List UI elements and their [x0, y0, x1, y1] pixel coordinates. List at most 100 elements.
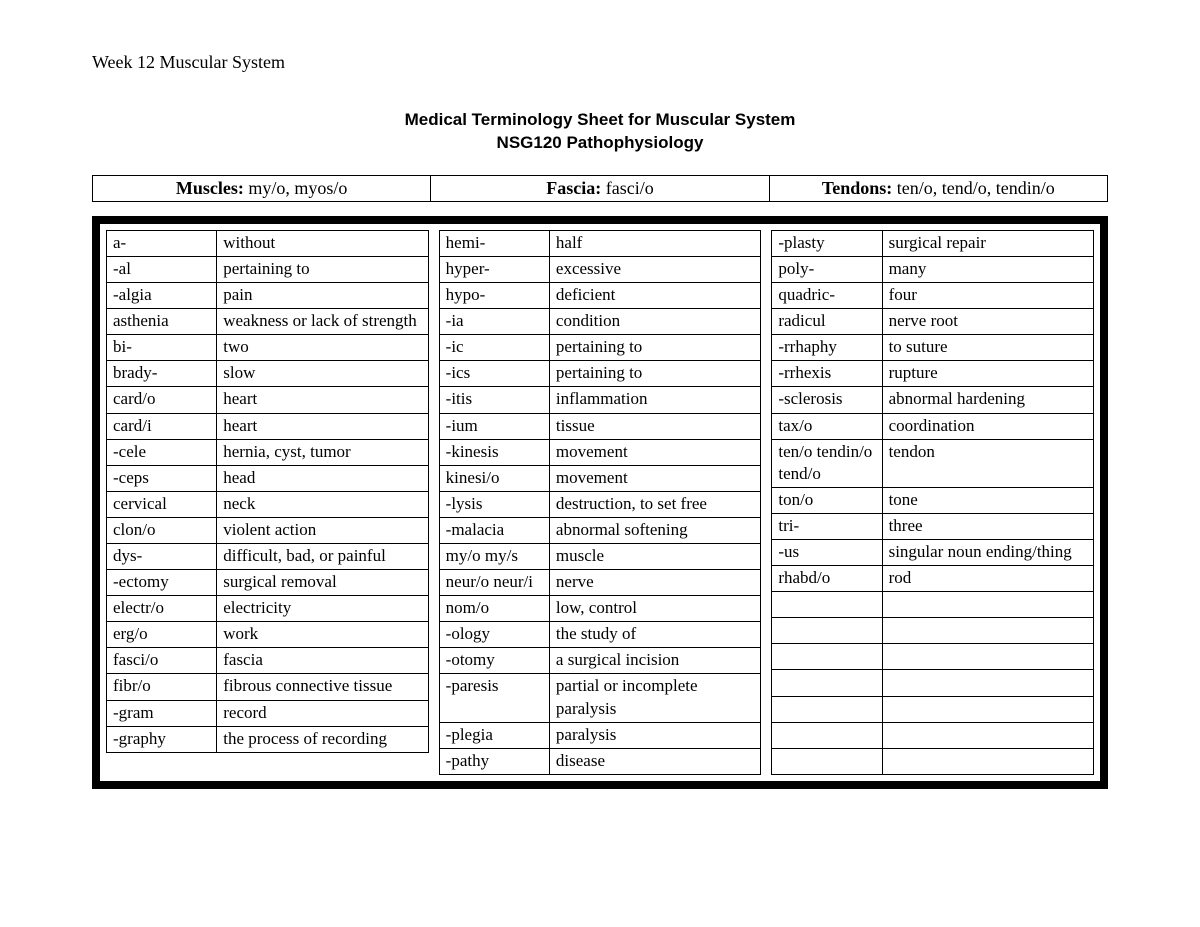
term-cell: -ium: [439, 413, 549, 439]
term-cell: card/o: [107, 387, 217, 413]
table-row: brady-slow: [107, 361, 429, 387]
table-row: radiculnerve root: [772, 309, 1094, 335]
term-cell: kinesi/o: [439, 465, 549, 491]
table-row: -icspertaining to: [439, 361, 761, 387]
table-row: clon/oviolent action: [107, 517, 429, 543]
definition-cell: many: [882, 256, 1093, 282]
table-row: [772, 722, 1094, 748]
term-cell: poly-: [772, 256, 882, 282]
term-cell: -rrhexis: [772, 361, 882, 387]
term-cell: -pathy: [439, 748, 549, 774]
definition-cell: slow: [217, 361, 428, 387]
table-row: [772, 618, 1094, 644]
definition-cell: surgical repair: [882, 230, 1093, 256]
term-cell: my/o my/s: [439, 544, 549, 570]
definition-cell: heart: [217, 413, 428, 439]
table-row: -lysisdestruction, to set free: [439, 491, 761, 517]
table-row: -malaciaabnormal softening: [439, 517, 761, 543]
definition-cell: [882, 696, 1093, 722]
table-row: -algiapain: [107, 283, 429, 309]
term-cell: [772, 670, 882, 696]
term-cell: [772, 722, 882, 748]
table-row: -rrhexisrupture: [772, 361, 1094, 387]
term-cell: -sclerosis: [772, 387, 882, 413]
definition-cell: partial or incomplete paralysis: [549, 674, 760, 722]
table-row: neur/o neur/inerve: [439, 570, 761, 596]
term-cell: -algia: [107, 283, 217, 309]
definition-cell: [882, 644, 1093, 670]
table-row: hypo-deficient: [439, 283, 761, 309]
term-cell: [772, 748, 882, 774]
terminology-column-3: -plastysurgical repairpoly-manyquadric-f…: [771, 230, 1094, 775]
definition-cell: [882, 722, 1093, 748]
table-row: [772, 748, 1094, 774]
legend-value: my/o, myos/o: [248, 178, 347, 198]
term-cell: hypo-: [439, 283, 549, 309]
definition-cell: without: [217, 230, 428, 256]
term-cell: cervical: [107, 491, 217, 517]
table-row: -iumtissue: [439, 413, 761, 439]
term-cell: fasci/o: [107, 648, 217, 674]
definition-cell: electricity: [217, 596, 428, 622]
table-row: [772, 592, 1094, 618]
term-cell: tri-: [772, 513, 882, 539]
term-cell: asthenia: [107, 309, 217, 335]
table-row: -plastysurgical repair: [772, 230, 1094, 256]
term-cell: -kinesis: [439, 439, 549, 465]
table-row: hemi-half: [439, 230, 761, 256]
table-row: rhabd/orod: [772, 566, 1094, 592]
table-row: erg/owork: [107, 622, 429, 648]
term-cell: card/i: [107, 413, 217, 439]
definition-cell: rod: [882, 566, 1093, 592]
title-block: Medical Terminology Sheet for Muscular S…: [92, 109, 1108, 155]
terminology-columns: a-without-alpertaining to-algiapainasthe…: [106, 230, 1094, 775]
term-cell: -paresis: [439, 674, 549, 722]
legend-label: Tendons:: [822, 178, 892, 198]
term-cell: -ceps: [107, 465, 217, 491]
definition-cell: violent action: [217, 517, 428, 543]
table-row: -alpertaining to: [107, 256, 429, 282]
term-cell: -malacia: [439, 517, 549, 543]
legend-cell-muscles: Muscles: my/o, myos/o: [93, 175, 431, 201]
definition-cell: rupture: [882, 361, 1093, 387]
term-cell: [772, 618, 882, 644]
definition-cell: fascia: [217, 648, 428, 674]
table-row: -plegiaparalysis: [439, 722, 761, 748]
term-cell: hemi-: [439, 230, 549, 256]
table-row: -kinesismovement: [439, 439, 761, 465]
term-cell: [772, 696, 882, 722]
table-row: my/o my/smuscle: [439, 544, 761, 570]
definition-cell: [882, 670, 1093, 696]
table-row: ton/otone: [772, 487, 1094, 513]
legend-label: Fascia:: [546, 178, 601, 198]
table-row: fibr/ofibrous connective tissue: [107, 674, 429, 700]
definition-cell: deficient: [549, 283, 760, 309]
table-row: [772, 670, 1094, 696]
definition-cell: pain: [217, 283, 428, 309]
definition-cell: half: [549, 230, 760, 256]
definition-cell: abnormal hardening: [882, 387, 1093, 413]
term-cell: -ia: [439, 309, 549, 335]
table-row: a-without: [107, 230, 429, 256]
definition-cell: singular noun ending/thing: [882, 540, 1093, 566]
table-row: tri-three: [772, 513, 1094, 539]
term-cell: radicul: [772, 309, 882, 335]
term-cell: ton/o: [772, 487, 882, 513]
definition-cell: [882, 618, 1093, 644]
term-cell: a-: [107, 230, 217, 256]
term-cell: neur/o neur/i: [439, 570, 549, 596]
definition-cell: disease: [549, 748, 760, 774]
table-row: -celehernia, cyst, tumor: [107, 439, 429, 465]
definition-cell: pertaining to: [217, 256, 428, 282]
definition-cell: record: [217, 700, 428, 726]
definition-cell: movement: [549, 439, 760, 465]
term-cell: -plasty: [772, 230, 882, 256]
term-cell: clon/o: [107, 517, 217, 543]
term-cell: dys-: [107, 544, 217, 570]
table-row: -cepshead: [107, 465, 429, 491]
table-row: -ectomysurgical removal: [107, 570, 429, 596]
page-subtitle: NSG120 Pathophysiology: [92, 132, 1108, 155]
term-cell: tax/o: [772, 413, 882, 439]
term-cell: [772, 644, 882, 670]
table-row: -ussingular noun ending/thing: [772, 540, 1094, 566]
